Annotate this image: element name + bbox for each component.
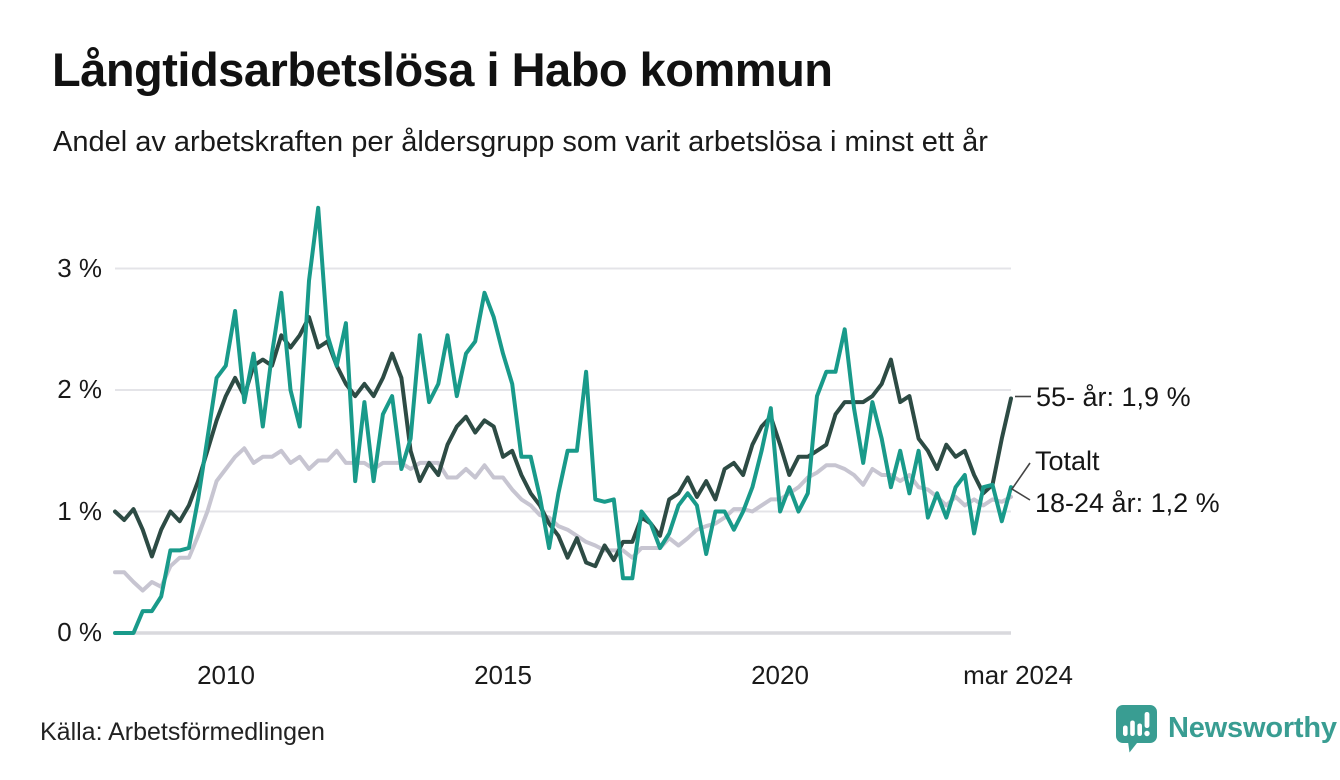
x-axis-label-2020: 2020: [751, 660, 809, 690]
series-line-18-24: [113, 205, 1013, 635]
x-axis-label-mar2024: mar 2024: [963, 660, 1073, 690]
series-line-totalt: [113, 446, 1013, 593]
source-note: Källa: Arbetsförmedlingen: [40, 718, 325, 746]
page-title: Långtidsarbetslösa i Habo kommun: [52, 43, 833, 96]
y-axis-label-1: 1 %: [57, 496, 102, 526]
y-axis-label-3: 3 %: [57, 253, 102, 283]
x-axis-label-2010: 2010: [197, 660, 255, 690]
series-end-label-totalt: Totalt: [1035, 446, 1100, 476]
leader-fork-totalt-1824: [1010, 462, 1031, 501]
y-axis-label-0: 0 %: [57, 617, 102, 647]
x-axis-label-2015: 2015: [474, 660, 532, 690]
newsworthy-bubble-chart-icon: [1116, 705, 1157, 753]
series-end-label-55plus: 55- år: 1,9 %: [1036, 382, 1191, 412]
gridlines: [115, 267, 1011, 635]
series-lines-layer: [113, 205, 1013, 635]
y-axis-label-2: 2 %: [57, 374, 102, 404]
series-end-label-1824: 18-24 år: 1,2 %: [1035, 488, 1220, 518]
series-line-55plus: [113, 315, 1013, 569]
brand-wordmark: Newsworthy: [1168, 711, 1337, 744]
newsworthy-logo: Newsworthy: [1114, 703, 1337, 753]
annotation-leader-lines: [1010, 395, 1031, 501]
page-subtitle: Andel av arbetskraften per åldersgrupp s…: [53, 126, 988, 158]
